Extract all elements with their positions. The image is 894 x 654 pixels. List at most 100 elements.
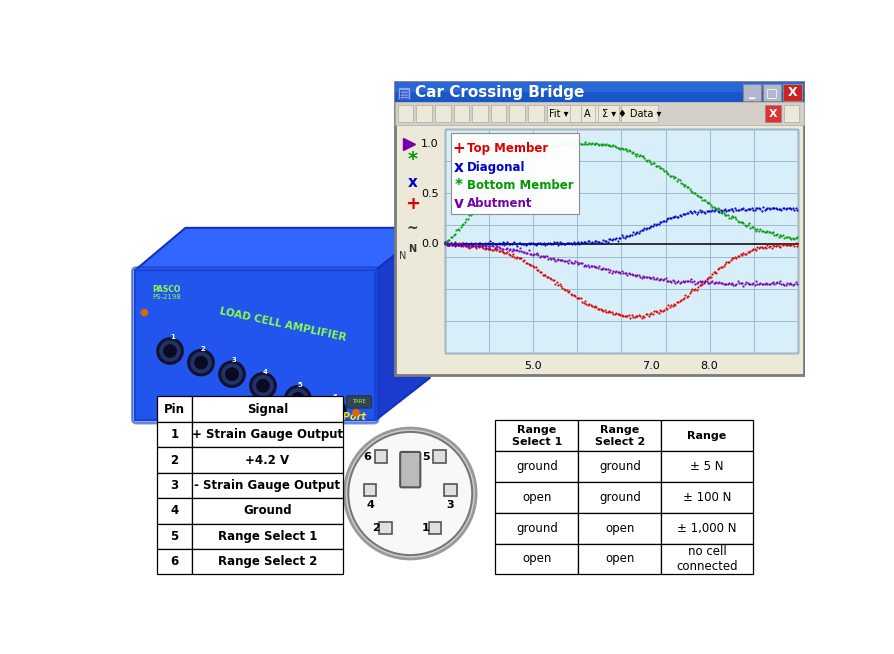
Point	[697, 195, 712, 205]
Point	[673, 277, 687, 287]
Point	[715, 205, 730, 215]
Point	[478, 243, 493, 254]
Point	[768, 230, 782, 240]
Point	[461, 239, 476, 249]
Bar	[495, 451, 578, 482]
Point	[490, 241, 504, 252]
Point	[620, 269, 634, 280]
Point	[443, 237, 458, 248]
Point	[535, 145, 549, 155]
Point	[765, 227, 780, 237]
Point	[573, 293, 587, 303]
Point	[693, 279, 707, 290]
Point	[576, 139, 590, 149]
Point	[522, 239, 536, 249]
Text: ground: ground	[598, 491, 640, 504]
Point	[534, 239, 548, 249]
Point	[663, 300, 678, 311]
Point	[586, 237, 600, 248]
Point	[473, 240, 487, 250]
Point	[661, 300, 675, 310]
Point	[598, 306, 612, 317]
Point	[746, 221, 760, 232]
Point	[485, 182, 500, 193]
Point	[668, 300, 682, 310]
Point	[442, 240, 456, 250]
Text: 4: 4	[170, 504, 178, 517]
Point	[524, 260, 538, 270]
Bar	[363, 483, 375, 496]
Point	[732, 278, 746, 288]
Point	[514, 239, 528, 249]
Point	[578, 139, 593, 150]
Point	[561, 255, 576, 266]
Point	[587, 301, 602, 311]
Text: Top Member: Top Member	[467, 142, 547, 155]
Bar	[661, 421, 752, 451]
Point	[655, 306, 670, 317]
Point	[539, 272, 553, 283]
Point	[581, 262, 595, 273]
Point	[641, 154, 655, 165]
Point	[510, 245, 524, 256]
Point	[549, 277, 563, 287]
Point	[508, 159, 522, 169]
Point	[754, 226, 768, 236]
Polygon shape	[135, 228, 429, 270]
Point	[639, 309, 654, 320]
Point	[722, 279, 737, 289]
Point	[634, 313, 648, 323]
Point	[466, 207, 480, 218]
Point	[671, 175, 686, 186]
Point	[531, 266, 545, 276]
Point	[675, 209, 689, 219]
Point	[738, 277, 753, 288]
Circle shape	[253, 375, 273, 396]
Point	[698, 205, 713, 216]
Point	[612, 233, 627, 243]
Text: 0.5: 0.5	[421, 189, 438, 199]
Point	[573, 237, 587, 247]
Point	[749, 279, 763, 290]
Point	[607, 266, 621, 277]
Point	[490, 239, 504, 250]
Point	[624, 309, 638, 320]
Point	[524, 149, 538, 160]
Point	[786, 204, 800, 215]
Point	[521, 151, 536, 162]
Text: ground: ground	[598, 460, 640, 473]
Point	[600, 139, 614, 150]
Point	[488, 245, 502, 255]
Bar	[156, 396, 191, 422]
Bar	[762, 84, 780, 101]
Point	[551, 280, 565, 290]
Point	[751, 226, 765, 236]
Point	[646, 219, 661, 230]
Point	[457, 239, 471, 250]
Point	[752, 242, 766, 252]
Point	[603, 307, 617, 318]
Point	[583, 261, 597, 271]
Point	[597, 305, 611, 316]
Point	[437, 238, 451, 249]
Point	[759, 240, 773, 250]
Point	[615, 311, 629, 321]
Point	[558, 255, 572, 266]
Point	[780, 232, 795, 243]
Point	[610, 143, 624, 153]
Text: 0.0: 0.0	[421, 239, 438, 249]
Point	[724, 252, 738, 263]
Point	[668, 172, 682, 182]
Point	[686, 285, 700, 296]
Text: Range
Select 1: Range Select 1	[511, 425, 561, 447]
Point	[480, 237, 494, 248]
Point	[618, 268, 632, 279]
Point	[776, 233, 790, 243]
Point	[608, 233, 622, 243]
Point	[510, 240, 524, 250]
Bar	[191, 473, 342, 498]
Point	[548, 141, 562, 152]
Point	[517, 239, 531, 249]
Point	[779, 232, 793, 242]
Point	[563, 137, 578, 147]
